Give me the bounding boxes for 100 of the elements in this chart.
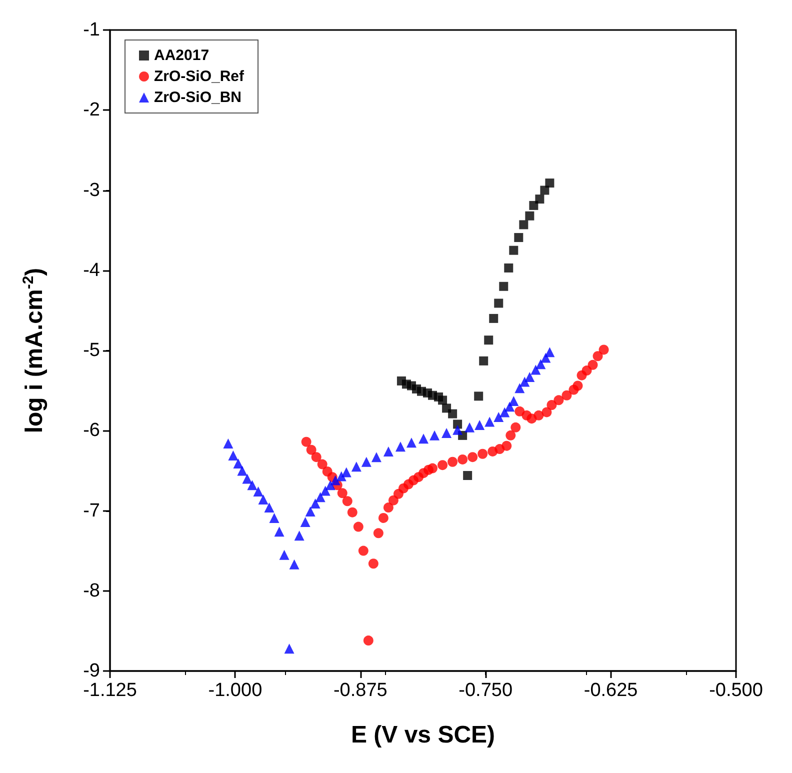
point [572,380,583,391]
point [554,395,564,406]
point [544,347,555,358]
y-tick-label: -2 [83,100,100,121]
point [330,475,340,486]
point [438,396,448,405]
point [310,498,320,509]
x-axis-title: E (V vs SCE) [350,722,496,748]
point [530,364,541,375]
point [506,430,516,440]
point [442,428,452,438]
point [542,407,552,418]
point [353,522,364,532]
point [279,550,290,560]
point [479,356,488,366]
point [368,558,378,569]
point [592,351,603,362]
point [529,200,538,210]
x-tick-label: -1.000 [208,680,262,701]
point [253,486,264,497]
point [378,512,388,523]
y-tick-label: -7 [83,500,100,522]
point [534,410,544,420]
point [508,396,519,406]
point [306,444,316,455]
point [289,559,300,570]
point [484,416,495,427]
point [500,407,510,418]
point [237,466,248,476]
point [233,458,244,468]
x-tick-label: -1.125 [83,680,137,701]
point [361,456,372,467]
legend-label: ZrO-SiO_BN [154,89,242,106]
point [341,467,352,478]
point [452,424,463,435]
point [562,390,572,400]
point [546,400,557,410]
point [545,178,554,188]
point [494,298,504,308]
point [484,336,494,345]
point [223,438,234,448]
point [373,528,384,538]
point [395,442,406,452]
point [510,422,521,432]
point [351,462,362,472]
point [464,422,475,432]
point [448,456,458,467]
point [388,495,398,506]
point [474,392,484,401]
point [514,233,524,242]
point [489,314,498,323]
y-tick-label: -3 [83,180,100,201]
point [418,434,428,444]
point [514,406,525,416]
point [269,512,280,523]
point [430,430,440,440]
y-tick-label: -5 [83,340,100,361]
point [317,459,328,470]
x-tick-label: -0.750 [458,680,513,701]
point [588,360,598,370]
point [494,412,504,422]
point [499,282,508,291]
point [514,383,525,394]
point [474,420,485,430]
y-tick-label: -8 [83,580,100,602]
point [582,366,592,376]
point [428,463,438,474]
point [337,488,348,498]
point [247,480,258,490]
y-tick-label: -1 [83,20,100,40]
point [453,420,462,429]
point [305,506,316,517]
x-tick-label: -0.500 [709,680,763,701]
point [284,644,294,654]
legend-label: ZrO-SiO_Ref [154,68,246,85]
point [242,474,252,484]
point [504,263,514,272]
y-tick-label: -6 [83,420,100,442]
point [264,502,274,513]
point [294,530,304,541]
point [478,448,488,459]
y-tick-label: -4 [83,260,100,281]
point [347,507,358,518]
point [519,220,528,230]
point [383,502,394,513]
point [598,344,609,355]
point [540,186,550,195]
y-axis-title: log i (mA.cm-2) [20,268,48,434]
point [525,211,534,220]
point [536,359,546,370]
point [509,246,518,255]
point [438,460,448,470]
point [300,516,310,527]
point [274,526,284,537]
point [342,496,352,506]
point [383,446,394,456]
point [371,452,382,462]
point [535,194,544,204]
point [406,438,416,448]
point [301,436,312,447]
